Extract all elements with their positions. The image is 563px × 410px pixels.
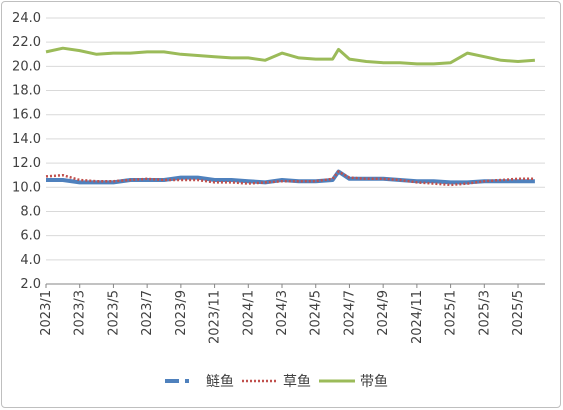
y-tick-label: 10.0 xyxy=(12,180,41,195)
y-tick-label: 22.0 xyxy=(12,35,41,50)
x-tick-label: 2023/11 xyxy=(208,290,223,344)
x-tick-label: 2024/1 xyxy=(241,290,256,336)
y-tick-label: 6.0 xyxy=(20,229,41,244)
x-tick-label: 2023/9 xyxy=(174,290,189,336)
y-tick-label: 4.0 xyxy=(20,253,41,268)
x-tick-label: 2023/1 xyxy=(39,290,54,336)
x-tick-label: 2024/7 xyxy=(342,290,357,336)
series-line-2 xyxy=(45,170,535,187)
grid-lines xyxy=(46,17,545,285)
series-lines xyxy=(45,46,536,187)
x-tick-label: 2023/7 xyxy=(140,290,155,336)
x-tick-label: 2025/3 xyxy=(477,290,492,336)
legend-label: 带鱼 xyxy=(360,373,388,390)
x-axis: 2023/1 2023/3 2023/5 2023/7 2023/9 2023/11 202… xyxy=(39,284,526,344)
x-tick-label: 2023/3 xyxy=(73,290,88,336)
y-tick-label: 14.0 xyxy=(12,132,41,147)
y-tick-label: 2.0 xyxy=(20,277,41,292)
y-tick-label: 8.0 xyxy=(20,204,41,219)
y-tick-label: 18.0 xyxy=(12,84,41,99)
y-tick-label: 20.0 xyxy=(12,59,41,74)
x-tick-label: 2024/11 xyxy=(410,290,425,344)
y-tick-label: 24.0 xyxy=(12,11,41,26)
x-tick-label: 2024/3 xyxy=(275,290,290,336)
legend-label: 鲢鱼 xyxy=(206,373,234,390)
y-tick-label: 16.0 xyxy=(12,108,41,123)
y-tick-label: 12.0 xyxy=(12,156,41,171)
legend: 鲢鱼 草鱼 带鱼 xyxy=(165,373,388,390)
series-line-3 xyxy=(45,46,536,66)
y-axis: 2.0 4.0 6.0 8.0 10.0 12.0 14.0 16.0 18.0 20.0 22.0… xyxy=(12,11,41,292)
x-tick-label: 2024/9 xyxy=(376,290,391,336)
x-tick-label: 2025/1 xyxy=(444,290,459,336)
x-tick-label: 2025/5 xyxy=(511,290,526,336)
x-tick-label: 2024/5 xyxy=(309,290,324,336)
legend-label: 草鱼 xyxy=(283,373,311,390)
x-tick-label: 2023/5 xyxy=(106,290,121,336)
